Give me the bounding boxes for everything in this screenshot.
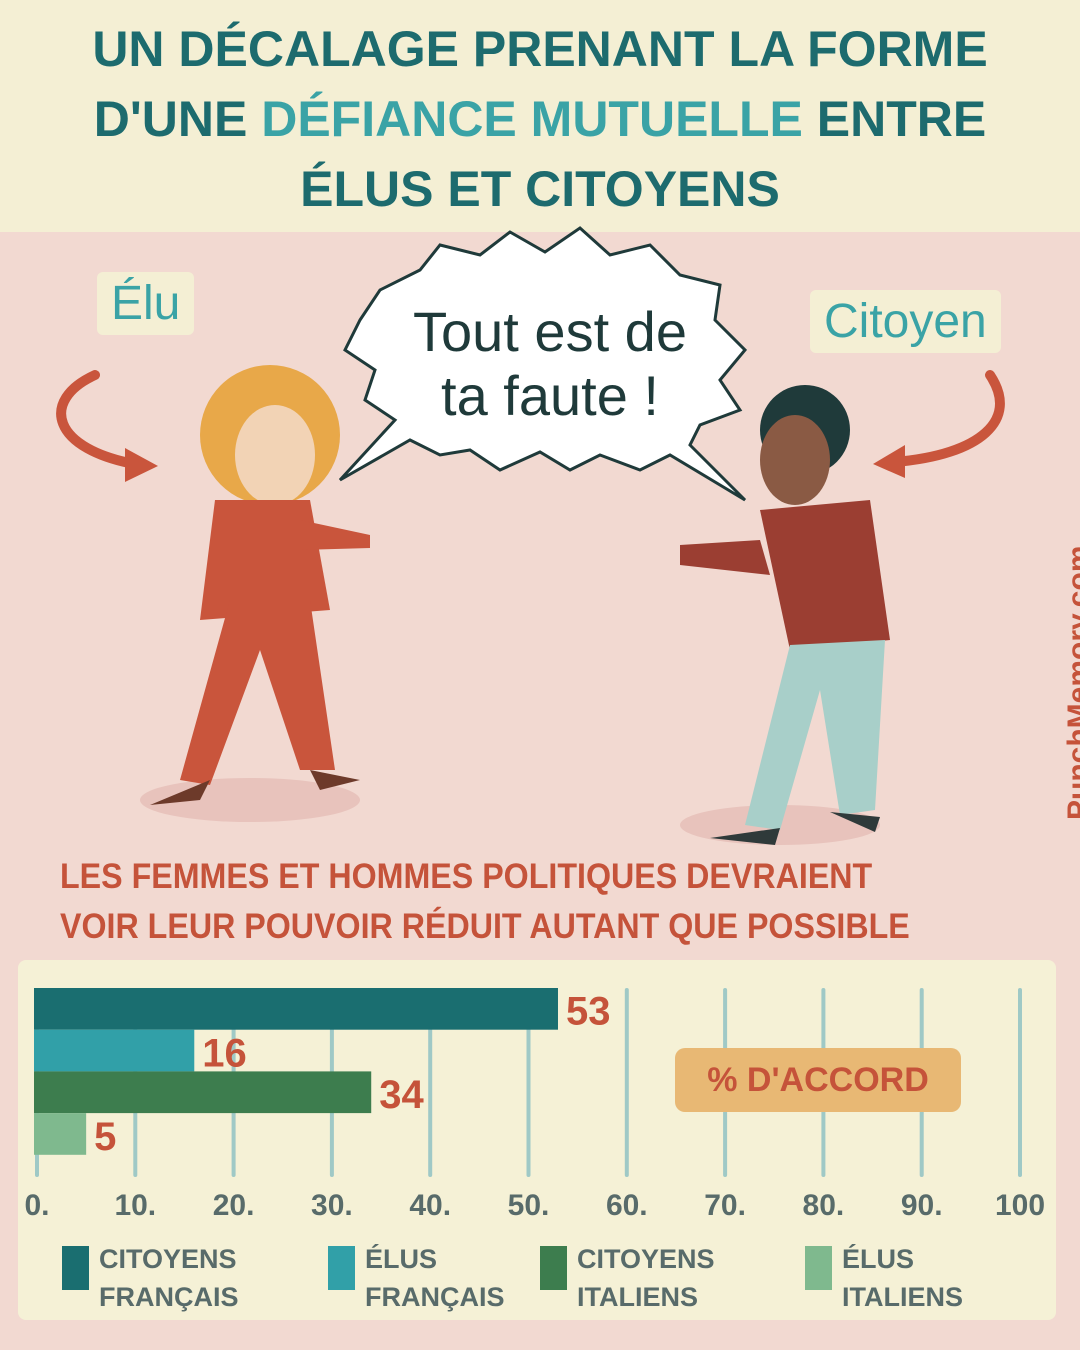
legend-label-line: CITOYENS: [99, 1244, 237, 1274]
unit-badge: % D'ACCORD: [675, 1048, 961, 1112]
tick-label: 100: [995, 1189, 1045, 1222]
tick-label: 60.: [606, 1189, 648, 1222]
legend-item: CITOYENS ITALIENS: [540, 1240, 715, 1316]
tick-label: 40.: [409, 1189, 451, 1222]
speech-line-1: Tout est de: [413, 300, 687, 363]
tick-label: 90.: [901, 1189, 943, 1222]
title-text: ENTRE: [802, 91, 987, 147]
arrow-citoyen-icon: [890, 370, 1005, 467]
legend-label-line: ÉLUS: [365, 1244, 438, 1274]
legend-swatch: [805, 1246, 832, 1290]
title-line-3: ÉLUS ET CITOYENS: [300, 161, 780, 217]
tick-label: 70.: [704, 1189, 746, 1222]
bar-value-label: 34: [379, 1073, 424, 1117]
legend-label-line: FRANÇAIS: [365, 1282, 505, 1312]
bar: [34, 988, 558, 1030]
legend-item: ÉLUS ITALIENS: [805, 1240, 963, 1316]
speech-text: Tout est de ta faute !: [360, 300, 740, 428]
legend-item: CITOYENS FRANÇAIS: [62, 1240, 239, 1316]
elu-label: Élu: [97, 272, 195, 335]
speech-bubble: [338, 226, 748, 502]
title-banner: UN DÉCALAGE PRENANT LA FORME D'UNE DÉFIA…: [0, 0, 1080, 232]
arrow-elu-icon: [56, 370, 145, 470]
bar-value-label: 16: [202, 1031, 247, 1075]
tick-label: 0.: [24, 1189, 49, 1222]
elu-character: [140, 365, 370, 822]
legend-label-line: ITALIENS: [842, 1282, 963, 1312]
title-line-2: D'UNE DÉFIANCE MUTUELLE ENTRE: [0, 84, 1080, 154]
chart-title: LES FEMMES ET HOMMES POLITIQUES DEVRAIEN…: [60, 852, 1060, 952]
legend-label-line: ÉLUS: [842, 1244, 915, 1274]
legend-swatch: [540, 1246, 567, 1290]
title-text: D'UNE: [93, 91, 262, 147]
legend-label-line: ITALIENS: [577, 1282, 698, 1312]
bar: [34, 1071, 372, 1114]
bar: [34, 1029, 195, 1072]
citoyen-character: [680, 385, 890, 845]
arrowhead-icon: [125, 448, 158, 482]
legend-label-line: CITOYENS: [577, 1244, 715, 1274]
chart-title-line-1: LES FEMMES ET HOMMES POLITIQUES DEVRAIEN…: [60, 857, 873, 896]
chart-title-line-2: VOIR LEUR POUVOIR RÉDUIT AUTANT QUE POSS…: [60, 907, 910, 946]
tick-label: 30.: [311, 1189, 353, 1222]
legend-swatch: [62, 1246, 89, 1290]
legend-label: ÉLUS ITALIENS: [842, 1240, 963, 1316]
tick-label: 10.: [114, 1189, 156, 1222]
tick-label: 50.: [508, 1189, 550, 1222]
speech-line-2: ta faute !: [441, 364, 659, 427]
legend-label: CITOYENS ITALIENS: [577, 1240, 715, 1316]
bar: [34, 1113, 87, 1155]
legend-label-line: FRANÇAIS: [99, 1282, 239, 1312]
bar-value-label: 53: [566, 990, 611, 1034]
tick-label: 20.: [213, 1189, 255, 1222]
title-highlight: DÉFIANCE MUTUELLE: [261, 91, 803, 147]
arrowhead-icon: [873, 445, 905, 478]
legend-label: CITOYENS FRANÇAIS: [99, 1240, 239, 1316]
legend-item: ÉLUS FRANÇAIS: [328, 1240, 505, 1316]
bar-value-label: 5: [94, 1115, 116, 1159]
title-line-1: UN DÉCALAGE PRENANT LA FORME: [92, 21, 988, 77]
tick-label: 80.: [803, 1189, 845, 1222]
legend-swatch: [328, 1246, 355, 1290]
illustration: [56, 226, 1005, 845]
legend-label: ÉLUS FRANÇAIS: [365, 1240, 505, 1316]
citoyen-label: Citoyen: [810, 290, 1001, 353]
